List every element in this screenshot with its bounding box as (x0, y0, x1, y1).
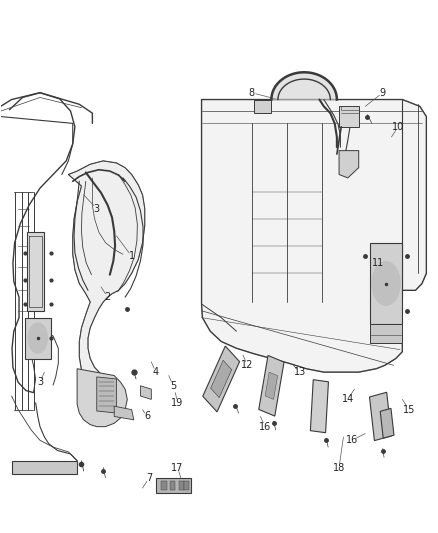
Polygon shape (179, 481, 184, 490)
Text: 6: 6 (144, 411, 150, 422)
Polygon shape (254, 100, 272, 113)
Polygon shape (161, 481, 166, 490)
Polygon shape (370, 243, 403, 325)
Polygon shape (77, 369, 127, 426)
Polygon shape (68, 161, 145, 391)
Polygon shape (155, 478, 191, 493)
Polygon shape (201, 100, 426, 372)
Text: 8: 8 (249, 88, 255, 98)
Text: 14: 14 (342, 394, 354, 405)
Polygon shape (259, 356, 284, 416)
Text: 7: 7 (146, 473, 152, 483)
Text: 4: 4 (152, 367, 159, 377)
Polygon shape (311, 379, 328, 433)
Text: 1: 1 (129, 251, 135, 261)
Polygon shape (141, 386, 151, 399)
Polygon shape (97, 377, 117, 413)
Polygon shape (170, 481, 175, 490)
Polygon shape (380, 408, 394, 438)
Polygon shape (114, 406, 134, 420)
Text: 13: 13 (293, 367, 306, 377)
Polygon shape (203, 346, 240, 412)
Polygon shape (211, 360, 232, 398)
Text: 19: 19 (171, 398, 184, 408)
Text: 10: 10 (392, 122, 404, 132)
Text: 15: 15 (403, 405, 415, 415)
Polygon shape (370, 392, 392, 441)
Text: 16: 16 (346, 435, 358, 445)
Text: 16: 16 (259, 422, 271, 432)
Text: 3: 3 (94, 204, 100, 214)
Circle shape (372, 262, 400, 305)
Polygon shape (265, 372, 278, 399)
Circle shape (28, 323, 47, 353)
Polygon shape (25, 318, 51, 359)
Polygon shape (370, 325, 403, 343)
Polygon shape (339, 107, 359, 127)
Text: 2: 2 (105, 292, 111, 302)
Polygon shape (184, 481, 189, 490)
Text: 11: 11 (372, 258, 385, 268)
Polygon shape (12, 461, 77, 474)
Text: 3: 3 (37, 377, 43, 387)
Text: 12: 12 (241, 360, 254, 370)
Text: 17: 17 (171, 463, 184, 473)
Polygon shape (27, 232, 44, 311)
Text: 9: 9 (380, 88, 386, 98)
Polygon shape (339, 151, 359, 178)
Text: 5: 5 (170, 381, 176, 391)
Text: 18: 18 (333, 463, 345, 473)
